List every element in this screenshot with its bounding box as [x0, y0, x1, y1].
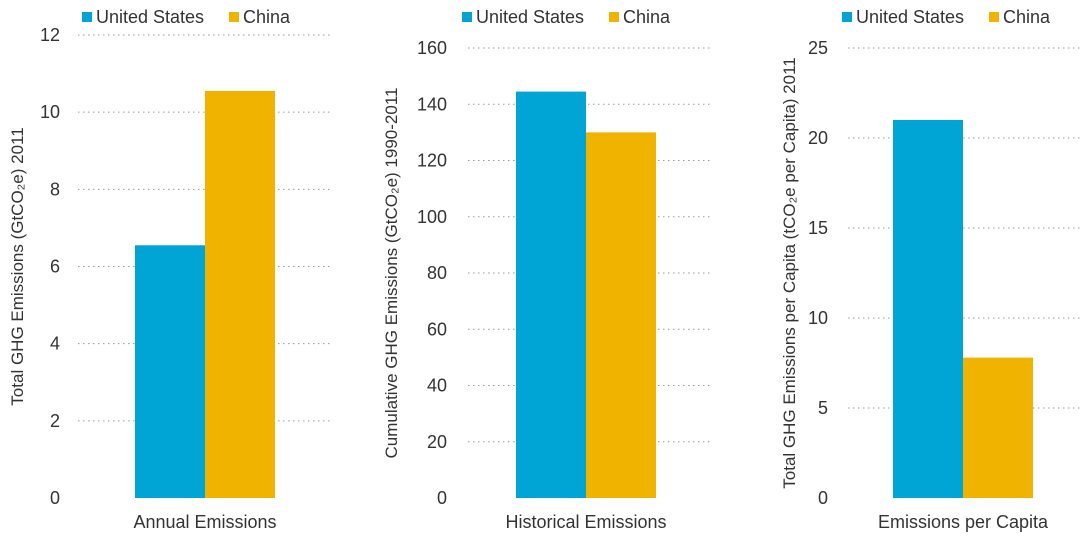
y-tick-label: 0 — [437, 488, 447, 508]
category-label: Historical Emissions — [505, 512, 666, 532]
y-tick-label: 6 — [50, 257, 60, 277]
bar-china — [586, 132, 656, 498]
y-tick-label: 15 — [808, 218, 828, 238]
y-tick-label: 160 — [417, 38, 447, 58]
legend-swatch — [82, 12, 92, 22]
bar-united-states — [516, 91, 586, 498]
bar-united-states — [135, 245, 205, 498]
y-tick-label: 140 — [417, 94, 447, 114]
legend-label: China — [1003, 7, 1051, 27]
legend-label: China — [243, 7, 291, 27]
y-tick-label: 0 — [818, 488, 828, 508]
y-tick-label: 100 — [417, 207, 447, 227]
bar-united-states — [893, 120, 963, 498]
y-tick-label: 12 — [40, 25, 60, 45]
y-tick-label: 10 — [808, 308, 828, 328]
bar-china — [205, 90, 275, 498]
legend-label: United States — [96, 7, 204, 27]
y-tick-label: 10 — [40, 102, 60, 122]
y-axis-label: Cumulative GHG Emissions (GtCO₂e) 1990-2… — [382, 88, 401, 459]
y-tick-label: 20 — [427, 432, 447, 452]
y-tick-label: 0 — [50, 488, 60, 508]
y-tick-label: 120 — [417, 151, 447, 171]
legend-swatch — [462, 12, 472, 22]
y-tick-label: 40 — [427, 376, 447, 396]
legend-swatch — [989, 12, 999, 22]
y-axis-label: Total GHG Emissions (GtCO₂e) 2011 — [8, 127, 27, 405]
legend-swatch — [842, 12, 852, 22]
y-tick-label: 4 — [50, 334, 60, 354]
bar-china — [963, 357, 1033, 498]
category-label: Annual Emissions — [133, 512, 276, 532]
y-tick-label: 8 — [50, 179, 60, 199]
legend-swatch — [229, 12, 239, 22]
category-label: Emissions per Capita — [878, 512, 1049, 532]
legend-label: China — [623, 7, 671, 27]
y-tick-label: 60 — [427, 319, 447, 339]
y-tick-label: 80 — [427, 263, 447, 283]
legend-swatch — [609, 12, 619, 22]
y-tick-label: 5 — [818, 398, 828, 418]
y-tick-label: 20 — [808, 128, 828, 148]
y-tick-label: 2 — [50, 411, 60, 431]
legend-label: United States — [476, 7, 584, 27]
y-axis-label: Total GHG Emissions per Capita (tCO₂e pe… — [780, 57, 799, 488]
y-tick-label: 25 — [808, 38, 828, 58]
legend-label: United States — [856, 7, 964, 27]
